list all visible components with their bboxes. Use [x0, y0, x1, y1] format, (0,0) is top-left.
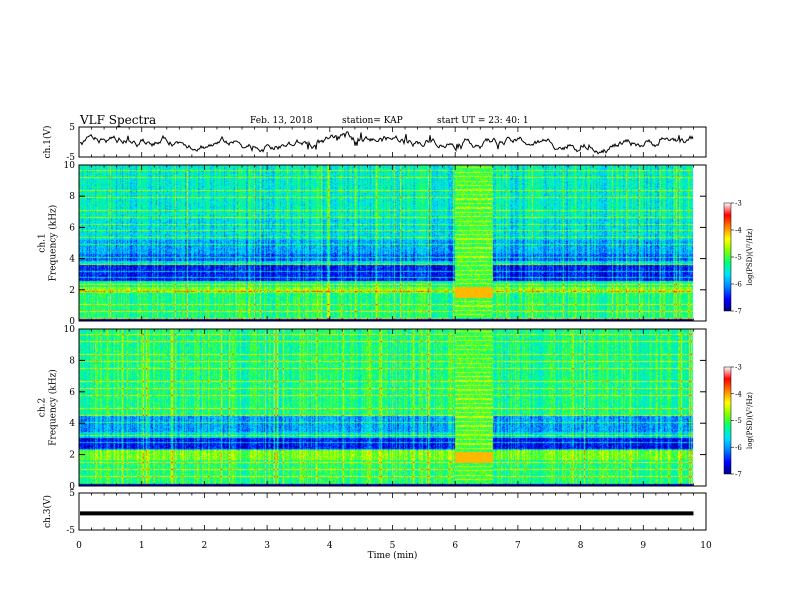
ch2-spectrogram-ylabel: ch.2 — [38, 398, 48, 417]
ch1-waveform-ylabel: ch.1(V) — [42, 126, 53, 159]
y-tick-label: 6 — [69, 388, 75, 398]
colorbar-tick-label: -7 — [735, 471, 742, 479]
colorbar-tick-label: -6 — [735, 281, 742, 289]
ch1-spectrogram-ylabel: ch.1 — [38, 233, 48, 252]
header-station: station= KAP — [342, 116, 403, 126]
y-tick-label: 2 — [69, 286, 75, 296]
y-tick-label: 4 — [69, 255, 75, 265]
x-tick-label: 1 — [139, 541, 145, 551]
y-tick-label: 10 — [64, 161, 76, 171]
y-tick-label: 0 — [69, 317, 75, 327]
colorbar-tick-label: -5 — [735, 417, 742, 425]
colorbar-label: log(PSD)(V²/Hz) — [746, 392, 754, 449]
ch1-waveform-line — [79, 131, 694, 155]
y-tick-label: 4 — [69, 419, 75, 429]
ch3-waveform-ylabel: ch.3(V) — [42, 495, 53, 528]
y-tick-label: 10 — [64, 325, 76, 335]
y-tick-label: 5 — [69, 123, 75, 133]
y-tick-label: 0 — [69, 482, 75, 492]
y-tick-label: -5 — [66, 153, 75, 163]
x-tick-label: 3 — [264, 541, 270, 551]
header-svg: VLF Spectra Feb. 13, 2018 station= KAP s… — [79, 113, 529, 127]
colorbar-tick-label: -3 — [735, 364, 742, 372]
ch1-spectrogram-image — [79, 165, 706, 321]
x-tick-label: 2 — [202, 541, 208, 551]
x-tick-label: 10 — [700, 541, 712, 551]
y-tick-label: 5 — [69, 489, 75, 499]
header-start-time: start UT = 23: 40: 1 — [437, 116, 529, 126]
colorbar-tick-label: -6 — [735, 444, 742, 452]
colorbar-tick-label: -3 — [735, 200, 742, 208]
ch2-spectrogram-image — [79, 329, 706, 486]
y-tick-label: 6 — [69, 223, 75, 233]
colorbar-label: log(PSD)(V²/Hz) — [746, 228, 754, 285]
y-tick-label: 8 — [69, 356, 75, 366]
colorbar-tick-label: -4 — [735, 227, 742, 235]
colorbar-tick-label: -4 — [735, 390, 742, 398]
y-tick-label: 2 — [69, 451, 75, 461]
header-date: Feb. 13, 2018 — [250, 116, 313, 126]
colorbar-2 — [723, 366, 732, 475]
colorbar-tick-label: -7 — [735, 308, 742, 316]
x-tick-label: 5 — [390, 541, 396, 551]
x-tick-label: 7 — [515, 541, 521, 551]
x-tick-label: 6 — [452, 541, 458, 551]
ch2-spectrogram-ylabel: Frequency (kHz) — [48, 369, 59, 446]
x-tick-label: 0 — [76, 541, 82, 551]
x-tick-label: 4 — [327, 541, 333, 551]
x-tick-label: 9 — [640, 541, 646, 551]
colorbar-tick-label: -5 — [735, 254, 742, 262]
x-tick-label: 8 — [578, 541, 584, 551]
x-axis-label: Time (min) — [368, 550, 418, 561]
y-tick-label: 8 — [69, 192, 75, 202]
colorbar-1 — [723, 202, 732, 312]
figure-title: VLF Spectra — [79, 113, 156, 127]
y-tick-label: -5 — [66, 526, 75, 536]
ch1-spectrogram-ylabel: Frequency (kHz) — [48, 205, 59, 282]
